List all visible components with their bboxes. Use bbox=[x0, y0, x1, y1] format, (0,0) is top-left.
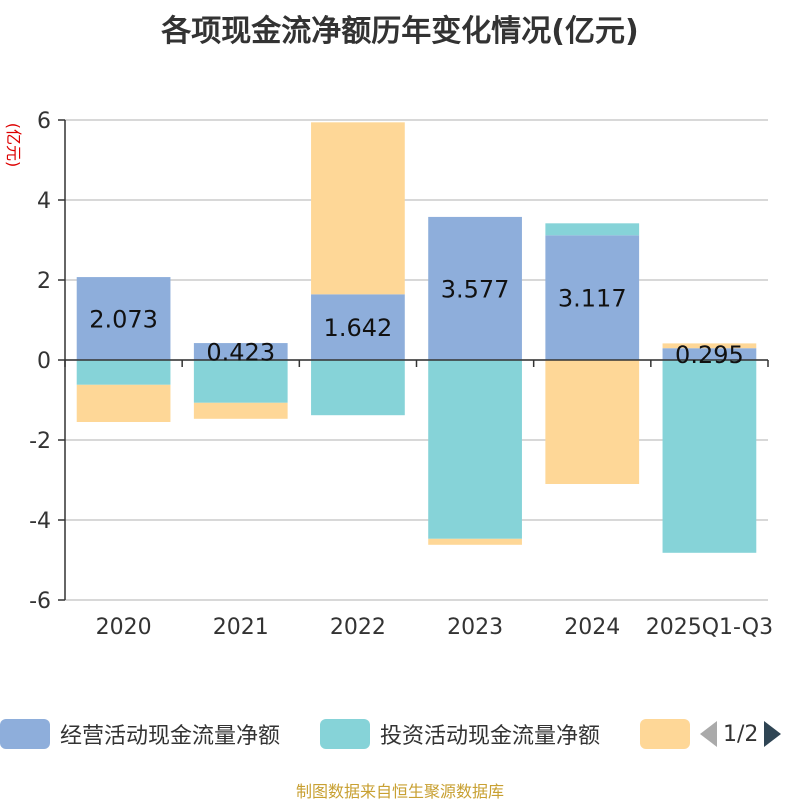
bar-financing-2020 bbox=[76, 384, 171, 422]
bar-financing-2022 bbox=[311, 122, 405, 295]
bar-operating-2020 bbox=[76, 277, 171, 360]
bar-operating-2025Q1-Q3 bbox=[662, 348, 757, 360]
legend-swatch-financing bbox=[640, 719, 690, 749]
x-tick-label: 2021 bbox=[213, 615, 269, 640]
data-source-note: 制图数据来自恒生聚源数据库 bbox=[295, 782, 504, 801]
chart-title: 各项现金流净额历年变化情况(亿元) bbox=[161, 14, 639, 49]
bar-investing-2023 bbox=[428, 360, 522, 539]
legend-item-financing[interactable] bbox=[640, 716, 700, 752]
data-label-operating: 2.073 bbox=[89, 306, 158, 334]
legend-swatch-operating bbox=[0, 719, 50, 749]
plot-area: -6 -4 -2 0 2 4 6 (亿元) 2020 2021 2022 2023 2024 2025Q1… bbox=[4, 109, 773, 640]
legend-next-arrow-icon[interactable] bbox=[764, 721, 782, 747]
legend-page-indicator: 1/2 bbox=[723, 721, 759, 747]
y-tick-label: 0 bbox=[37, 349, 51, 374]
bar-investing-2024 bbox=[545, 223, 640, 236]
legend-label-investing: 投资活动现金流量净额 bbox=[380, 724, 601, 749]
x-tick-label: 2025Q1-Q3 bbox=[646, 615, 773, 640]
x-tick-label: 2020 bbox=[96, 615, 152, 640]
legend: 经营活动现金流量净额 投资活动现金流量净额 1/2 bbox=[0, 716, 800, 756]
y-tick-label: 2 bbox=[37, 269, 51, 294]
bar-financing-2021 bbox=[193, 402, 288, 419]
bar-operating-2022 bbox=[311, 294, 405, 360]
bar-operating-2024 bbox=[545, 235, 640, 360]
data-label-operating: 1.642 bbox=[324, 314, 393, 342]
y-tick-label: -2 bbox=[29, 429, 51, 454]
legend-label-operating: 经营活动现金流量净额 bbox=[60, 724, 281, 749]
bar-operating-2023 bbox=[428, 216, 522, 360]
legend-pager: 1/2 bbox=[700, 716, 782, 752]
bar-investing-2022 bbox=[311, 360, 405, 416]
legend-prev-arrow-icon[interactable] bbox=[700, 721, 717, 747]
bar-investing-2021 bbox=[193, 360, 288, 403]
x-tick-label: 2022 bbox=[330, 615, 386, 640]
y-tick-label: -4 bbox=[29, 509, 51, 534]
bar-financing-2023 bbox=[428, 538, 522, 545]
data-label-operating: 3.117 bbox=[558, 285, 627, 313]
y-tick-label: 4 bbox=[37, 189, 51, 214]
bar-financing-2024 bbox=[545, 360, 640, 484]
data-label-operating: 0.295 bbox=[675, 341, 744, 369]
y-axis-unit-label: (亿元) bbox=[4, 123, 23, 168]
legend-swatch-investing bbox=[320, 719, 370, 749]
data-label-operating: 0.423 bbox=[206, 339, 275, 367]
y-tick-label: 6 bbox=[37, 109, 51, 134]
bar-investing-2020 bbox=[76, 360, 171, 385]
bar-operating-2021 bbox=[193, 343, 288, 360]
bar-investing-2025Q1-Q3 bbox=[662, 360, 757, 553]
legend-item-investing[interactable]: 投资活动现金流量净额 bbox=[320, 716, 600, 752]
x-tick-label: 2023 bbox=[447, 615, 503, 640]
data-label-operating: 3.577 bbox=[441, 275, 510, 303]
y-tick-label: -6 bbox=[29, 589, 51, 614]
legend-item-operating[interactable]: 经营活动现金流量净额 bbox=[0, 716, 280, 752]
x-tick-label: 2024 bbox=[564, 615, 620, 640]
bar-financing-2025Q1-Q3 bbox=[662, 343, 757, 349]
